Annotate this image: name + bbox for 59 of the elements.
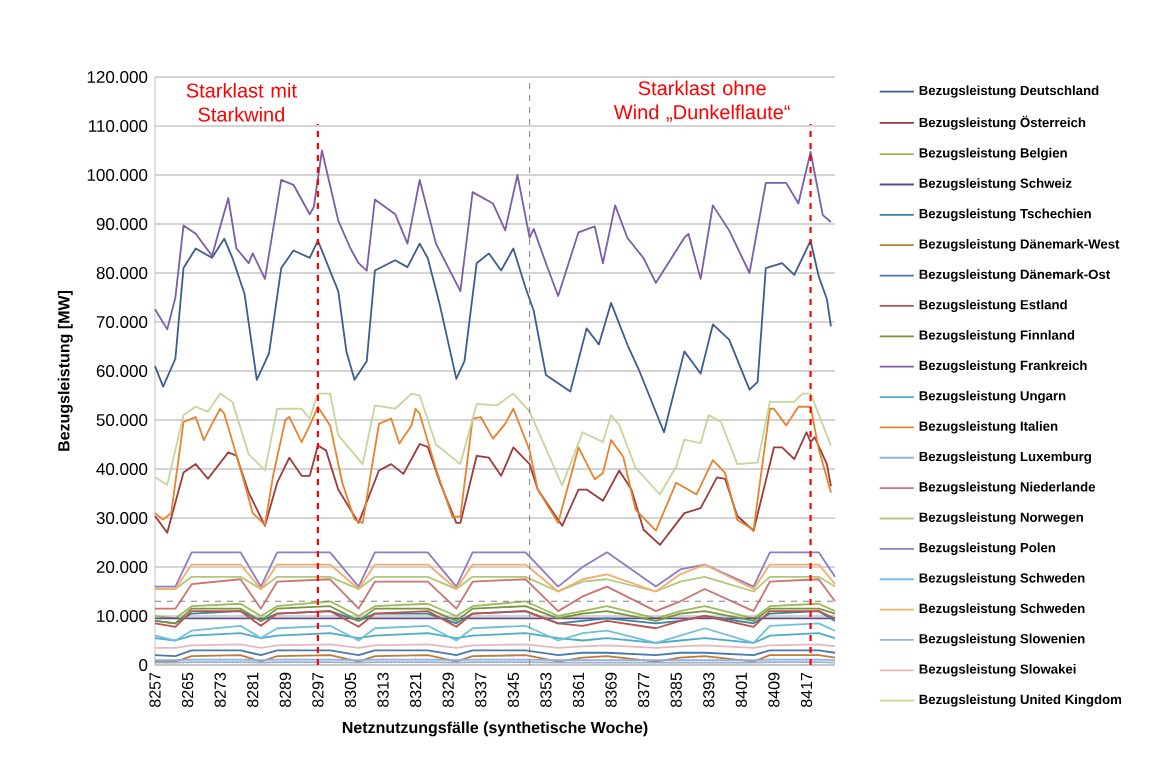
x-tick-label: 8313	[377, 672, 389, 707]
y-tick-label: 80.000	[96, 267, 148, 280]
y-tick-label: 20.000	[96, 561, 148, 574]
legend-label: Bezugsleistung Österreich	[919, 115, 1086, 130]
x-tick-label: 8361	[572, 672, 585, 707]
x-tick-label: 8289	[279, 672, 291, 707]
y-tick-label: 40.000	[96, 463, 148, 476]
x-tick-label: 8377	[637, 672, 650, 707]
legend-label: Bezugsleistung Italien	[919, 421, 1058, 434]
legend-label: Bezugsleistung Schweden	[919, 603, 1085, 616]
x-tick-label: 8297	[312, 672, 324, 707]
x-tick-label: 8409	[768, 672, 780, 707]
x-tick-label: 8337	[475, 672, 487, 707]
x-tick-label: 8257	[149, 672, 161, 707]
legend-label: Bezugsleistung Slowakei	[919, 664, 1076, 677]
legend-label: Bezugsleistung Belgien	[919, 147, 1067, 161]
x-tick-label: 8417	[800, 672, 813, 707]
legend-label: Bezugsleistung Tschechien	[919, 208, 1091, 221]
legend-label: Bezugsleistung Polen	[919, 542, 1056, 555]
legend-label: Bezugsleistung Schweden	[919, 572, 1085, 586]
legend-label: Bezugsleistung Schweiz	[919, 178, 1072, 191]
legend-label: Bezugsleistung Norwegen	[919, 512, 1083, 525]
legend-label: Bezugsleistung Slowenien	[919, 633, 1085, 647]
x-tick-label: 8329	[442, 672, 454, 707]
legend-label: Bezugsleistung Ungarn	[919, 390, 1066, 404]
y-tick-label: 90.000	[96, 218, 148, 231]
ref-line-label: Starklast mit Starkwind	[186, 82, 297, 122]
legend-label: Bezugsleistung Luxemburg	[919, 451, 1091, 464]
legend-label: Bezugsleistung Niederlande	[919, 481, 1096, 495]
x-tick-label: 8265	[181, 672, 194, 707]
y-tick-label: 10.000	[97, 610, 148, 623]
y-tick-label: 120.000	[87, 71, 148, 84]
x-tick-label: 8385	[670, 672, 682, 707]
x-axis-title: Netznutzungsfälle (synthetische Woche)	[342, 721, 648, 737]
x-tick-label: 8353	[540, 672, 552, 707]
y-tick-label: 70.000	[96, 316, 148, 329]
x-tick-label: 8281	[247, 672, 259, 707]
y-tick-label: 110.000	[89, 120, 148, 133]
y-tick-label: 60.000	[96, 365, 148, 378]
x-tick-label: 8393	[703, 672, 715, 707]
legend-label: Bezugsleistung Finnland	[919, 330, 1075, 343]
legend-label: Bezugsleistung Dänemark-Ost	[919, 269, 1111, 282]
ref-line-label: Starklast ohne Wind „Dunkelflaute“	[613, 80, 790, 122]
x-tick-label: 8345	[507, 672, 519, 707]
legend-label: Bezugsleistung Deutschland	[919, 85, 1099, 98]
y-tick-label: 0	[139, 659, 148, 672]
x-tick-label: 8401	[735, 672, 748, 707]
x-tick-label: 8273	[214, 672, 226, 707]
x-tick-label: 8321	[409, 672, 422, 707]
y-tick-label: 30.000	[96, 512, 148, 525]
x-tick-label: 8305	[344, 672, 357, 707]
legend-label: Bezugsleistung United Kingdom	[919, 694, 1122, 707]
y-tick-label: 100.000	[87, 169, 148, 182]
legend-label: Bezugsleistung Estland	[919, 299, 1067, 313]
legend-label: Bezugsleistung Dänemark-West	[919, 238, 1120, 252]
y-tick-label: 50.000	[96, 414, 148, 427]
y-axis-title: Bezugsleistung [MW]	[57, 291, 73, 451]
legend-label: Bezugsleistung Frankreich	[919, 360, 1087, 373]
x-tick-label: 8369	[605, 672, 617, 707]
